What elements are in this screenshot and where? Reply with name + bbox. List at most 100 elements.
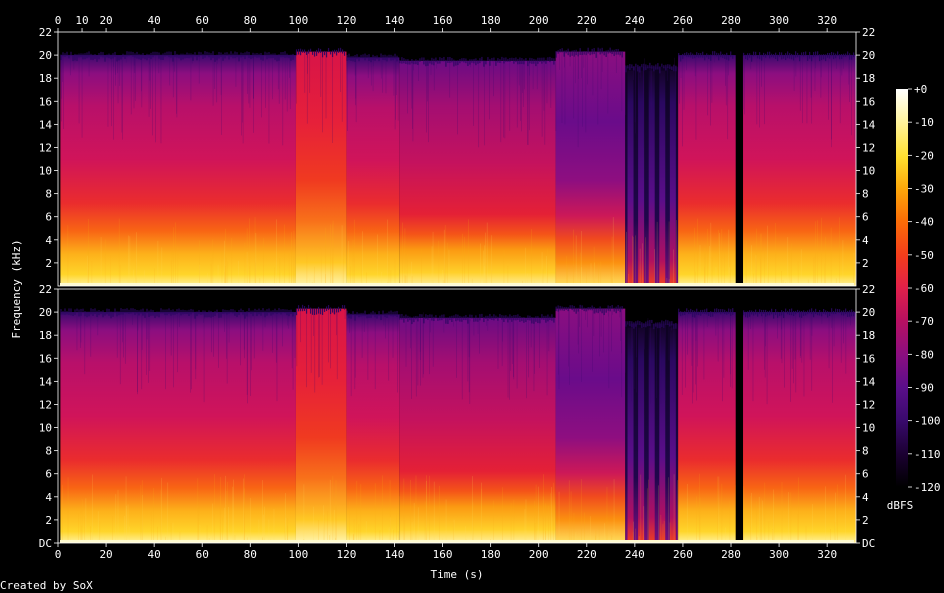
cutoff-edge <box>307 304 310 309</box>
cutoff-edge <box>140 309 142 314</box>
cutoff-edge <box>529 315 531 321</box>
cutoff-edge <box>62 52 64 57</box>
cutoff-edge <box>696 308 698 315</box>
cutoff-edge <box>531 317 533 324</box>
cutoff-edge <box>260 52 262 60</box>
cutoff-edge <box>475 315 477 322</box>
cutoff-edge <box>299 307 302 312</box>
cutoff-edge <box>487 315 489 321</box>
cutoff-edge <box>505 315 507 320</box>
cutoff-edge <box>567 307 569 312</box>
pulse-band <box>659 327 666 543</box>
cutoff-edge <box>374 55 376 61</box>
cutoff-edge <box>246 51 248 56</box>
x-tick-label-bottom: 140 <box>385 548 405 561</box>
cutoff-edge <box>853 52 855 58</box>
cutoff-edge <box>305 307 308 314</box>
cutoff-edge <box>172 55 174 62</box>
cutoff-edge <box>535 316 537 322</box>
cutoff-edge <box>92 309 94 316</box>
cutoff-edge <box>152 51 154 58</box>
segment-medium <box>399 317 556 543</box>
x-tick-label-bottom: 240 <box>625 548 645 561</box>
pulse-band <box>648 70 655 287</box>
cutoff-edge <box>659 66 661 74</box>
cutoff-edge <box>718 309 720 313</box>
cutoff-edge <box>851 54 853 60</box>
x-tick-label-bottom: 180 <box>481 548 501 561</box>
cutoff-edge <box>114 308 116 313</box>
cutoff-edge <box>240 308 242 312</box>
cutoff-edge <box>66 310 68 315</box>
cutoff-edge <box>831 308 833 314</box>
cutoff-edge <box>96 310 98 318</box>
cutoff-edge <box>206 312 208 318</box>
cutoff-edge <box>350 313 352 319</box>
cutoff-edge <box>108 308 110 316</box>
cutoff-edge <box>671 321 673 326</box>
cutoff-edge <box>671 66 673 70</box>
cutoff-edge <box>382 310 384 316</box>
cutoff-edge <box>503 57 505 64</box>
cutoff-edge <box>182 53 184 60</box>
x-tick-label-top: 40 <box>148 14 161 27</box>
x-tick-label-bottom: 40 <box>148 548 161 561</box>
cutoff-edge <box>323 308 326 312</box>
cutoff-edge <box>527 315 529 321</box>
cutoff-edge <box>202 53 204 59</box>
cutoff-edge <box>543 315 545 320</box>
cutoff-edge <box>270 310 272 316</box>
x-tick-label-bottom: 20 <box>99 548 112 561</box>
cutoff-edge <box>194 311 196 319</box>
cutoff-edge <box>529 57 531 64</box>
y-tick-label-right: 12 <box>862 398 875 411</box>
cutoff-edge <box>174 51 176 58</box>
cutoff-edge <box>286 53 288 58</box>
cutoff-edge <box>649 62 651 68</box>
cutoff-edge <box>102 310 104 318</box>
cutoff-edge <box>799 54 801 62</box>
cutoff-edge <box>659 322 661 329</box>
cutoff-edge <box>519 57 521 65</box>
cutoff-edge <box>124 308 126 314</box>
cutoff-edge <box>635 63 637 67</box>
pulse-band <box>659 70 666 287</box>
cutoff-edge <box>120 54 122 60</box>
cutoff-edge <box>581 51 583 56</box>
cutoff-edge <box>601 47 603 54</box>
cutoff-edge <box>236 52 238 58</box>
cutoff-edge <box>665 319 667 325</box>
cutoff-edge <box>513 315 515 321</box>
cutoff-edge <box>724 54 726 59</box>
cutoff-edge <box>583 307 585 312</box>
cutoff-edge <box>321 51 324 58</box>
cutoff-edge <box>511 315 513 322</box>
cutoff-edge <box>724 309 726 315</box>
cutoff-edge <box>467 316 469 324</box>
cutoff-edge <box>339 307 342 312</box>
cutoff-edge <box>325 51 328 58</box>
colorbar-tick-label: -60 <box>914 282 934 295</box>
colorbar <box>896 89 908 487</box>
cutoff-edge <box>637 64 639 72</box>
y-tick-label-right: 6 <box>862 211 869 224</box>
cutoff-edge <box>226 52 228 57</box>
cutoff-edge <box>799 310 801 318</box>
y-tick-label-left: 12 <box>39 398 52 411</box>
y-tick-label-right: 14 <box>862 375 876 388</box>
cutoff-edge <box>405 314 407 319</box>
cutoff-edge <box>477 60 479 64</box>
y-tick-label-left: 10 <box>39 422 52 435</box>
cutoff-edge <box>358 56 360 62</box>
cutoff-edge <box>380 53 382 58</box>
dc-band <box>60 540 854 543</box>
cutoff-edge <box>491 316 493 320</box>
cutoff-edge <box>110 54 112 60</box>
cutoff-edge <box>763 309 765 314</box>
cutoff-edge <box>829 52 831 59</box>
cutoff-edge <box>847 310 849 317</box>
cutoff-edge <box>303 49 306 53</box>
cutoff-edge <box>368 54 370 61</box>
cutoff-edge <box>303 306 306 312</box>
cutoff-edge <box>821 311 823 317</box>
